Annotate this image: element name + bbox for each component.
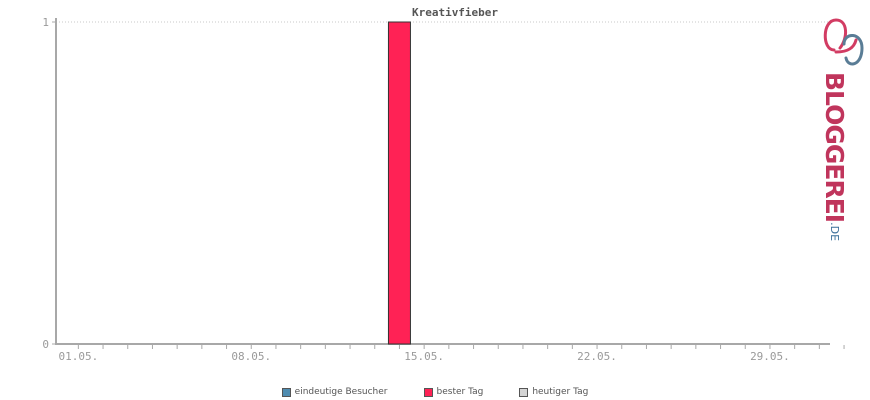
x-tick-label: 15.05.	[404, 350, 444, 363]
logo-suffix: .DE	[828, 222, 841, 242]
x-tick-label: 29.05.	[750, 350, 790, 363]
logo-wordmark: BLOGGEREI.DE	[820, 72, 849, 242]
x-ticks: 01.05. 08.05. 15.05. 22.05. 29.05.	[58, 345, 845, 363]
legend-swatch-best-day	[423, 387, 433, 397]
bloggerei-logo[interactable]: BLOGGEREI.DE	[812, 14, 868, 241]
legend-item-today: heutiger Tag	[519, 387, 588, 397]
legend-swatch-today	[519, 387, 529, 397]
legend-label-today: heutiger Tag	[532, 387, 589, 397]
x-tick-label: 22.05.	[577, 350, 617, 363]
legend: eindeutige Besucher bester Tag heutiger …	[0, 385, 870, 399]
y-ticks: 01	[42, 16, 56, 351]
logo-word: BLOGGEREI	[820, 72, 849, 223]
legend-swatch-visitors	[281, 387, 291, 397]
bar-bester-tag	[387, 21, 411, 345]
x-tick-label: 08.05.	[231, 350, 271, 363]
chart-title: Kreativfieber	[412, 6, 498, 19]
legend-label-best-day: bester Tag	[436, 387, 484, 397]
bars	[387, 21, 411, 345]
y-tick-label: 1	[42, 16, 49, 29]
x-tick-label: 01.05.	[58, 350, 98, 363]
legend-label-visitors: eindeutige Besucher	[294, 387, 388, 397]
legend-item-best-day: bester Tag	[423, 387, 484, 397]
logo-mark-icon	[823, 18, 864, 66]
y-tick-label: 0	[42, 338, 49, 351]
legend-item-visitors: eindeutige Besucher	[281, 387, 388, 397]
